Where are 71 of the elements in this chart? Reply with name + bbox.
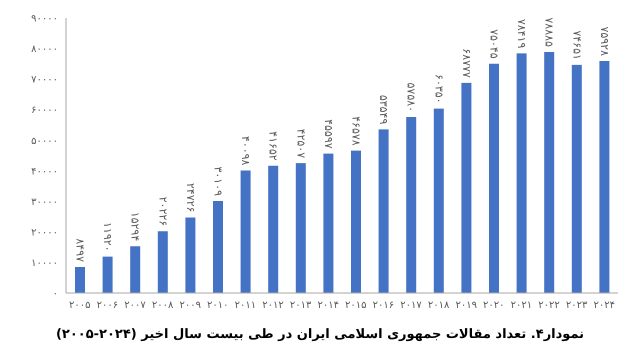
x-tick-label: ۲۰۱۳ bbox=[290, 300, 312, 312]
x-tick-label: ۲۰۱۴ bbox=[317, 300, 339, 312]
bar bbox=[489, 64, 499, 293]
data-label: ۲۰۲۲۶ bbox=[156, 196, 170, 226]
y-tick-label: ۴۰۰۰۰ bbox=[31, 166, 58, 178]
data-label: ۸۴۹۷ bbox=[74, 238, 86, 262]
y-tick-label: ۳۰۰۰۰ bbox=[31, 196, 58, 208]
bar bbox=[75, 267, 85, 293]
x-tick-label: ۲۰۱۸ bbox=[428, 300, 450, 312]
x-tick-label: ۲۰۱۷ bbox=[400, 300, 422, 312]
bar bbox=[185, 217, 196, 293]
bar bbox=[102, 256, 113, 293]
bar bbox=[351, 150, 361, 293]
bar bbox=[572, 64, 582, 293]
bar bbox=[516, 53, 527, 293]
data-label: ۵۳۵۴۹ bbox=[377, 94, 390, 124]
data-label: ۷۵۹۲۸ bbox=[598, 26, 611, 56]
x-tick-label: ۲۰۰۷ bbox=[124, 300, 146, 312]
data-label: ۱۱۹۲۰ bbox=[101, 222, 114, 252]
y-tick-label: ۵۰۰۰۰ bbox=[31, 136, 58, 147]
bar bbox=[461, 82, 472, 293]
bar bbox=[158, 231, 168, 293]
bar bbox=[599, 61, 610, 293]
data-label: ۱۵۲۹۴ bbox=[128, 212, 142, 242]
data-label: ۲۴۷۲۶ bbox=[184, 182, 197, 212]
x-tick-label: ۲۰۱۱ bbox=[234, 300, 256, 312]
x-tick-label: ۲۰۲۱ bbox=[510, 300, 532, 312]
x-tick-label: ۲۰۰۶ bbox=[96, 300, 118, 312]
text: نمودار۴. تعداد مقالات جمهوری اسلامی ایران در طی بیست سال اخیر (۲۰۲۴-۲۰۰۵) bbox=[54, 327, 586, 342]
bar bbox=[130, 246, 140, 293]
bar bbox=[434, 108, 444, 293]
x-tick-label: ۲۰۲۳ bbox=[566, 300, 588, 312]
x-tick-label: ۲۰۰۸ bbox=[152, 300, 174, 312]
x-tick-label: ۲۰۰۹ bbox=[179, 300, 201, 312]
data-label: ۴۰۰۹۸ bbox=[239, 136, 252, 166]
y-tick-label: ۸۰۰۰۰ bbox=[31, 44, 58, 56]
bar bbox=[544, 52, 554, 293]
data-label: ۶۸۷۷۷ bbox=[460, 48, 473, 78]
data-label: ۷۵۰۴۵ bbox=[488, 29, 500, 59]
y-tick-label: ۰ bbox=[52, 288, 58, 300]
x-tick-label: ۲۰۰۵ bbox=[69, 300, 91, 312]
bar bbox=[323, 154, 334, 293]
data-label: ۶۰۳۵۰ bbox=[432, 74, 446, 104]
x-tick-label: ۲۰۲۴ bbox=[593, 300, 615, 312]
data-label: ۴۵۵۹۷ bbox=[322, 119, 335, 149]
y-tick-label: ۷۰۰۰۰ bbox=[31, 74, 58, 86]
x-tick-label: ۲۰۱۶ bbox=[372, 300, 394, 312]
x-tick-label: ۲۰۲۲ bbox=[538, 300, 560, 312]
data-label: ۴۶۵۷۸ bbox=[350, 116, 362, 146]
x-tick-label: ۲۰۱۹ bbox=[455, 300, 477, 312]
x-tick-label: ۲۰۱۰ bbox=[207, 300, 229, 312]
data-label: ۴۱۶۵۲ bbox=[266, 131, 280, 161]
data-label: ۴۲۵۰۷ bbox=[294, 128, 308, 158]
data-label: ۳۰۱۰۹ bbox=[212, 166, 224, 196]
y-tick-label: ۹۰۰۰۰ bbox=[31, 14, 58, 25]
data-label: ۷۸۸۸۵ bbox=[542, 17, 556, 48]
data-label: ۵۷۵۸۰ bbox=[404, 82, 418, 112]
x-tick-label: ۲۰۱۵ bbox=[345, 300, 367, 312]
y-tick-label: ۲۰۰۰۰ bbox=[31, 227, 58, 238]
bar bbox=[268, 166, 278, 293]
x-tick-label: ۲۰۱۲ bbox=[262, 300, 284, 312]
data-label: ۷۸۴۱۹ bbox=[515, 18, 528, 48]
bar bbox=[378, 129, 389, 293]
bar bbox=[406, 117, 416, 293]
data-label: ۷۴۶۵۱ bbox=[570, 30, 584, 60]
bar bbox=[240, 170, 251, 293]
y-tick-label: ۶۰۰۰۰ bbox=[31, 105, 58, 116]
bar bbox=[296, 163, 306, 293]
bar bbox=[213, 201, 223, 293]
x-tick-label: ۲۰۲۰ bbox=[483, 300, 505, 312]
y-tick-label: ۱۰۰۰۰ bbox=[31, 258, 58, 269]
